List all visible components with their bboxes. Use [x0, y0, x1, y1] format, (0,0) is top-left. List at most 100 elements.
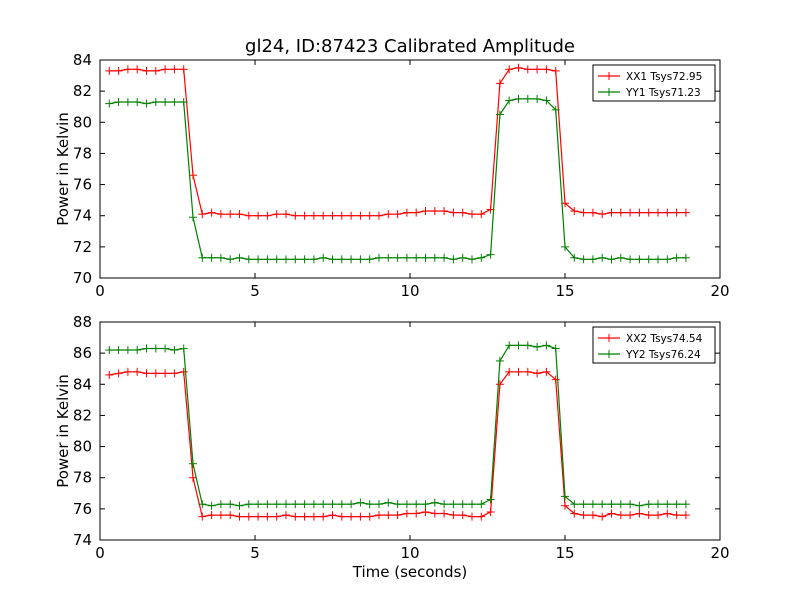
data-point — [598, 210, 607, 219]
data-point — [570, 253, 579, 262]
data-point — [561, 242, 569, 251]
data-point — [272, 210, 281, 219]
data-point — [393, 511, 402, 520]
data-point — [421, 253, 430, 262]
data-point — [319, 253, 328, 262]
data-point — [607, 509, 616, 518]
data-point — [561, 492, 569, 501]
x-tick-label: 10 — [400, 282, 419, 300]
data-point — [672, 208, 681, 217]
data-point — [514, 341, 523, 350]
data-point — [681, 253, 690, 262]
data-point — [551, 66, 560, 75]
data-point — [207, 253, 216, 262]
data-point — [254, 211, 263, 220]
data-point — [616, 500, 625, 509]
data-point — [356, 255, 365, 264]
data-point — [533, 369, 542, 378]
series-line — [109, 344, 686, 507]
data-point — [551, 375, 560, 384]
data-point — [235, 512, 244, 521]
data-point — [440, 253, 449, 262]
data-point — [644, 208, 653, 217]
data-point — [672, 500, 681, 509]
data-point — [681, 208, 690, 217]
data-point — [672, 511, 681, 520]
data-point — [179, 367, 188, 376]
data-point — [300, 255, 309, 264]
data-point — [114, 346, 123, 355]
data-point — [570, 509, 579, 518]
data-point — [151, 369, 160, 378]
data-point — [430, 498, 439, 507]
data-point — [412, 208, 421, 217]
x-tick-label: 5 — [250, 282, 260, 300]
data-point — [533, 342, 542, 351]
data-point — [105, 66, 114, 75]
y-axis-label: Power in Kelvin — [54, 374, 72, 488]
data-point — [226, 511, 235, 520]
x-tick-label: 10 — [400, 544, 419, 562]
data-point — [421, 500, 430, 509]
y-tick-label: 84 — [73, 375, 92, 393]
data-point — [561, 501, 569, 510]
data-point — [430, 509, 439, 518]
data-point — [347, 500, 356, 509]
data-point — [449, 500, 458, 509]
data-point — [365, 500, 374, 509]
data-point — [365, 211, 374, 220]
data-point — [105, 99, 114, 108]
data-point — [430, 253, 439, 262]
data-point — [123, 65, 132, 74]
data-point — [588, 255, 597, 264]
data-point — [505, 65, 514, 74]
data-point — [505, 367, 514, 376]
data-point — [644, 511, 653, 520]
data-point — [244, 255, 253, 264]
y-tick-label: 70 — [73, 269, 92, 287]
y-tick-label: 78 — [73, 469, 92, 487]
data-point — [291, 500, 300, 509]
data-point — [458, 253, 467, 262]
data-point — [384, 511, 393, 520]
data-point — [598, 512, 607, 521]
data-point — [170, 346, 179, 355]
data-point — [235, 253, 244, 262]
data-point — [468, 255, 476, 264]
data-point — [151, 66, 160, 75]
data-point — [319, 500, 328, 509]
legend-label: XX1 Tsys72.95 — [626, 71, 702, 83]
data-point — [588, 500, 597, 509]
data-point — [570, 500, 579, 509]
data-point — [393, 210, 402, 219]
data-point — [282, 210, 290, 219]
data-point — [291, 211, 300, 220]
data-point — [579, 511, 588, 520]
data-point — [626, 208, 635, 217]
data-point — [291, 512, 300, 521]
y-tick-label: 84 — [73, 51, 92, 69]
data-point — [309, 512, 318, 521]
data-point — [681, 511, 690, 520]
data-point — [142, 344, 151, 353]
data-point — [272, 500, 281, 509]
data-point — [635, 208, 644, 217]
data-point — [542, 65, 551, 74]
data-point — [579, 208, 588, 217]
x-tick-label: 5 — [250, 544, 260, 562]
data-point — [216, 210, 225, 219]
legend-box — [592, 326, 716, 364]
data-point — [458, 208, 467, 217]
legend-box — [592, 64, 716, 102]
data-point — [133, 346, 142, 355]
data-point — [607, 208, 616, 217]
data-point — [263, 255, 272, 264]
data-point — [179, 344, 188, 353]
data-point — [244, 500, 253, 509]
data-point — [663, 208, 672, 217]
data-point — [254, 512, 263, 521]
data-point — [319, 512, 328, 521]
data-point — [654, 208, 662, 217]
data-point — [170, 98, 179, 107]
data-point — [440, 500, 449, 509]
